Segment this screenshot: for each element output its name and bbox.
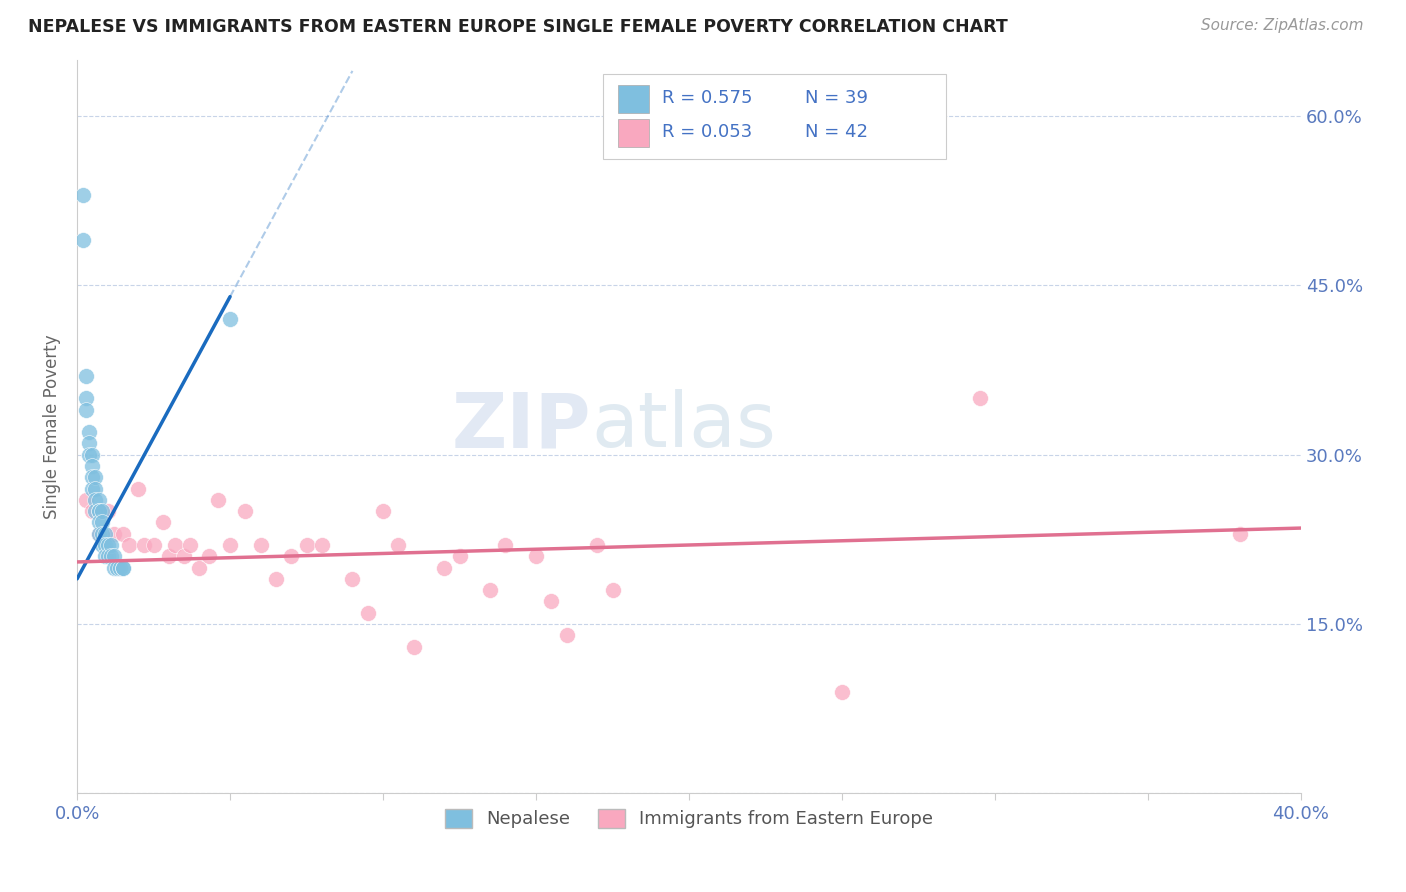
Text: Source: ZipAtlas.com: Source: ZipAtlas.com	[1201, 18, 1364, 33]
Point	[97, 549, 120, 564]
Point	[163, 538, 186, 552]
Point	[87, 504, 110, 518]
Point	[295, 538, 318, 552]
Point	[87, 516, 110, 530]
Point	[371, 504, 394, 518]
Point	[105, 560, 128, 574]
Point	[249, 538, 271, 552]
Legend: Nepalese, Immigrants from Eastern Europe: Nepalese, Immigrants from Eastern Europe	[437, 802, 941, 836]
Point	[235, 504, 257, 518]
Y-axis label: Single Female Poverty: Single Female Poverty	[44, 334, 60, 519]
Point	[1229, 526, 1251, 541]
Point	[311, 538, 333, 552]
Point	[82, 504, 104, 518]
Point	[90, 526, 112, 541]
Point	[402, 640, 425, 654]
Point	[357, 606, 380, 620]
Point	[84, 504, 107, 518]
Point	[152, 516, 174, 530]
Point	[103, 560, 125, 574]
Text: atlas: atlas	[591, 390, 776, 464]
Point	[82, 482, 104, 496]
Point	[93, 549, 115, 564]
Point	[72, 188, 94, 202]
Point	[969, 391, 991, 405]
Point	[142, 538, 165, 552]
Text: ZIP: ZIP	[451, 390, 591, 464]
Point	[219, 538, 242, 552]
Point	[264, 572, 287, 586]
Point	[72, 233, 94, 247]
Point	[219, 312, 242, 326]
Point	[79, 448, 101, 462]
Point	[831, 685, 853, 699]
Point	[100, 549, 122, 564]
Point	[82, 458, 104, 473]
Point	[93, 538, 115, 552]
Text: NEPALESE VS IMMIGRANTS FROM EASTERN EUROPE SINGLE FEMALE POVERTY CORRELATION CHA: NEPALESE VS IMMIGRANTS FROM EASTERN EURO…	[28, 18, 1008, 36]
Point	[494, 538, 516, 552]
Point	[87, 492, 110, 507]
Point	[82, 448, 104, 462]
Point	[111, 560, 134, 574]
Point	[118, 538, 141, 552]
Point	[387, 538, 409, 552]
Point	[524, 549, 547, 564]
Point	[75, 368, 97, 383]
Point	[479, 583, 502, 598]
Point	[87, 526, 110, 541]
Point	[602, 583, 624, 598]
FancyBboxPatch shape	[619, 119, 648, 147]
Point	[127, 482, 149, 496]
Point	[90, 516, 112, 530]
Point	[75, 402, 97, 417]
Point	[555, 628, 578, 642]
Point	[342, 572, 364, 586]
FancyBboxPatch shape	[619, 86, 648, 113]
Point	[280, 549, 302, 564]
Point	[84, 470, 107, 484]
Point	[188, 560, 211, 574]
Point	[157, 549, 180, 564]
Point	[111, 560, 134, 574]
Point	[97, 538, 120, 552]
Point	[82, 470, 104, 484]
Point	[79, 425, 101, 439]
Point	[97, 504, 120, 518]
Point	[179, 538, 201, 552]
Point	[586, 538, 609, 552]
Point	[449, 549, 471, 564]
Point	[540, 594, 562, 608]
Point	[90, 538, 112, 552]
Point	[84, 482, 107, 496]
Point	[103, 549, 125, 564]
Point	[87, 526, 110, 541]
Point	[87, 504, 110, 518]
Text: R = 0.053: R = 0.053	[662, 123, 752, 141]
Point	[90, 504, 112, 518]
Point	[100, 538, 122, 552]
Point	[93, 526, 115, 541]
Point	[207, 492, 229, 507]
Point	[75, 492, 97, 507]
Point	[75, 391, 97, 405]
Text: N = 42: N = 42	[806, 123, 869, 141]
Point	[111, 526, 134, 541]
FancyBboxPatch shape	[603, 74, 946, 159]
Point	[108, 560, 131, 574]
Point	[84, 492, 107, 507]
Text: N = 39: N = 39	[806, 89, 869, 107]
Point	[197, 549, 219, 564]
Point	[433, 560, 456, 574]
Point	[134, 538, 156, 552]
Point	[173, 549, 195, 564]
Point	[79, 436, 101, 450]
Point	[103, 526, 125, 541]
Text: R = 0.575: R = 0.575	[662, 89, 752, 107]
